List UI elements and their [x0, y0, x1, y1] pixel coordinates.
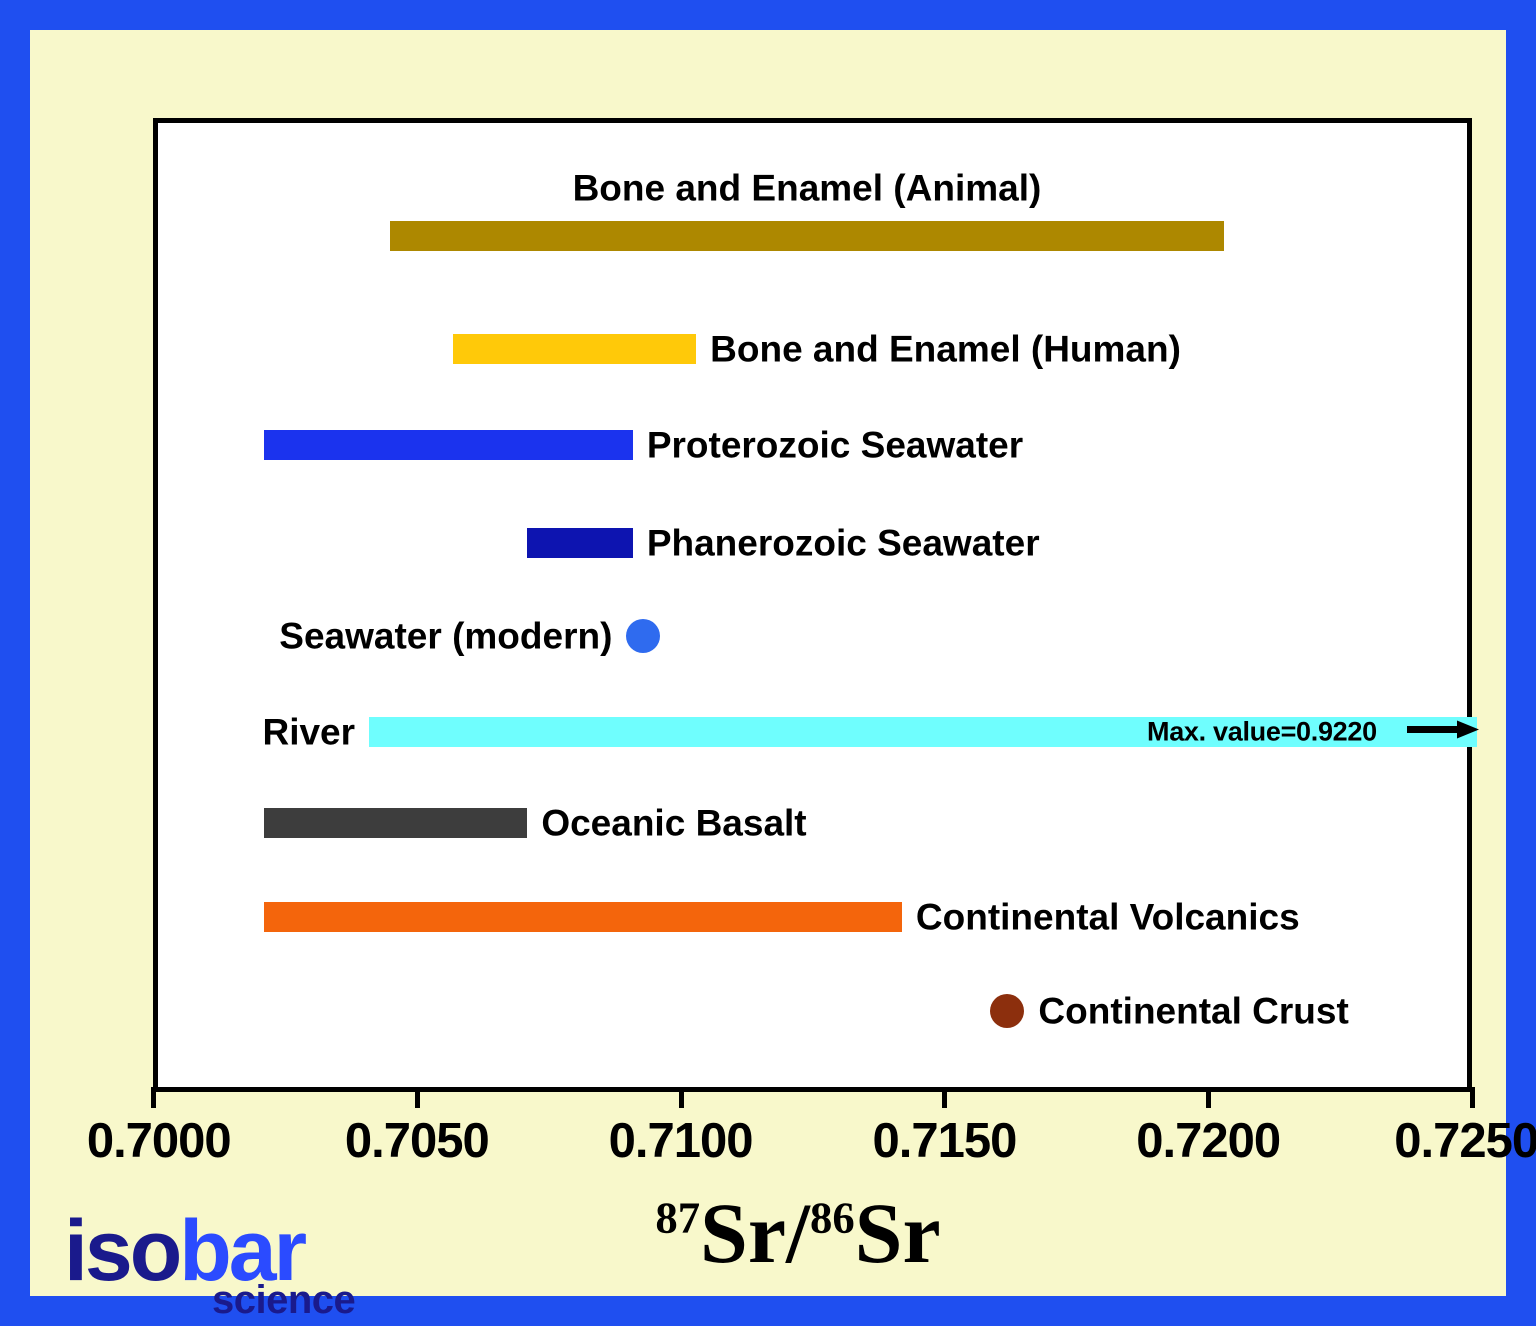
axis-tick-label: 0.7150: [872, 1114, 1017, 1168]
logo-tagline: science: [212, 1278, 356, 1322]
axis-title: 87Sr/86Sr: [30, 1190, 1536, 1276]
series-label: River: [262, 711, 356, 753]
range-bar: [263, 902, 902, 932]
axis-title-superscript-87: 87: [655, 1192, 701, 1243]
river-max-arrow-icon: [1407, 719, 1479, 746]
axis-tick: [1206, 1087, 1212, 1108]
axis-tick: [414, 1087, 420, 1108]
range-bar: [453, 334, 697, 364]
axis-tick: [942, 1087, 948, 1108]
axis-tick: [151, 1087, 156, 1108]
logo-iso-text: iso: [64, 1203, 182, 1299]
figure-canvas: Bone and Enamel (Animal) Bone and Enamel …: [30, 30, 1536, 1320]
x-axis: 0.7000 0.7050 0.7100 0.7150 0.7200 0.7250: [87, 1087, 1536, 1168]
point-marker: [626, 619, 661, 653]
series-label: Bone and Enamel (Animal): [572, 167, 1042, 209]
point-marker: [990, 994, 1025, 1028]
river-max-annotation: Max. value=0.9220: [1147, 716, 1377, 747]
axis-tick-label: 0.7000: [86, 1114, 232, 1168]
plot-area: Bone and Enamel (Animal) Bone and Enamel …: [153, 118, 1479, 1092]
series-label: Continental Crust: [1038, 990, 1349, 1032]
series-label: Phanerozoic Seawater: [646, 522, 1040, 564]
series-label: Proterozoic Seawater: [646, 424, 1024, 466]
axis-title-sr-tail: Sr: [854, 1185, 941, 1281]
axis-title-superscript-86: 86: [809, 1192, 855, 1243]
range-bar: [390, 221, 1224, 251]
axis-tick-label: 0.7100: [608, 1114, 754, 1168]
axis-tick: [678, 1087, 684, 1108]
series-label: Seawater (modern): [279, 615, 613, 657]
range-bar: [263, 430, 633, 460]
series-label: Oceanic Basalt: [541, 802, 807, 844]
axis-tick-label: 0.7250: [1394, 1114, 1536, 1168]
series-label: Bone and Enamel (Human): [710, 328, 1181, 370]
isobar-science-logo: iso bar science: [64, 1208, 394, 1320]
series-label: Continental Volcanics: [915, 896, 1300, 938]
logo-bar-text: bar: [179, 1203, 307, 1299]
axis-tick-label: 0.7050: [344, 1114, 490, 1168]
plot-inner: Bone and Enamel (Animal) Bone and Enamel …: [158, 123, 1479, 1087]
range-bar: [369, 717, 1477, 747]
axis-tick: [1470, 1087, 1475, 1108]
range-bar: [263, 808, 528, 838]
logo-wordmark: iso bar: [64, 1208, 307, 1294]
axis-tick-label: 0.7200: [1136, 1114, 1281, 1168]
axis-title-sr-slash: Sr/: [700, 1185, 810, 1281]
range-bar: [527, 528, 633, 558]
